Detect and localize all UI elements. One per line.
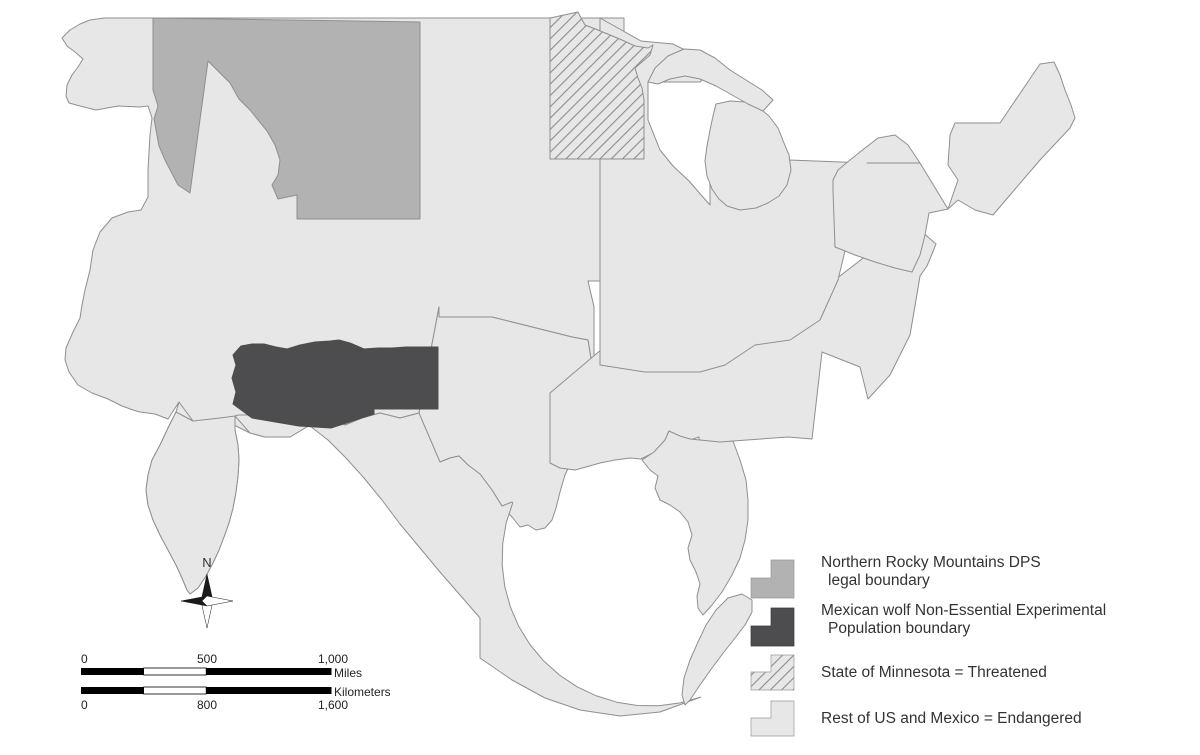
svg-text:Northern Rocky Mountains DPS: Northern Rocky Mountains DPS <box>821 554 1041 571</box>
svg-text:1,000: 1,000 <box>318 652 348 666</box>
svg-text:Rest of US and Mexico = Endang: Rest of US and Mexico = Endangered <box>821 710 1082 727</box>
svg-text:Population boundary: Population boundary <box>828 620 970 637</box>
svg-text:Mexican wolf Non-Essential Exp: Mexican wolf Non-Essential Experimental <box>821 602 1106 619</box>
svg-text:800: 800 <box>197 698 217 712</box>
svg-text:legal boundary: legal boundary <box>828 572 930 589</box>
svg-text:0: 0 <box>81 698 88 712</box>
svg-text:0: 0 <box>81 652 88 666</box>
svg-text:State of Minnesota = Threatene: State of Minnesota = Threatened <box>821 664 1047 681</box>
svg-text:Miles: Miles <box>334 666 362 680</box>
svg-text:Kilometers: Kilometers <box>334 685 391 699</box>
svg-text:N: N <box>202 555 211 570</box>
svg-text:1,600: 1,600 <box>318 698 348 712</box>
svg-text:500: 500 <box>197 652 217 666</box>
